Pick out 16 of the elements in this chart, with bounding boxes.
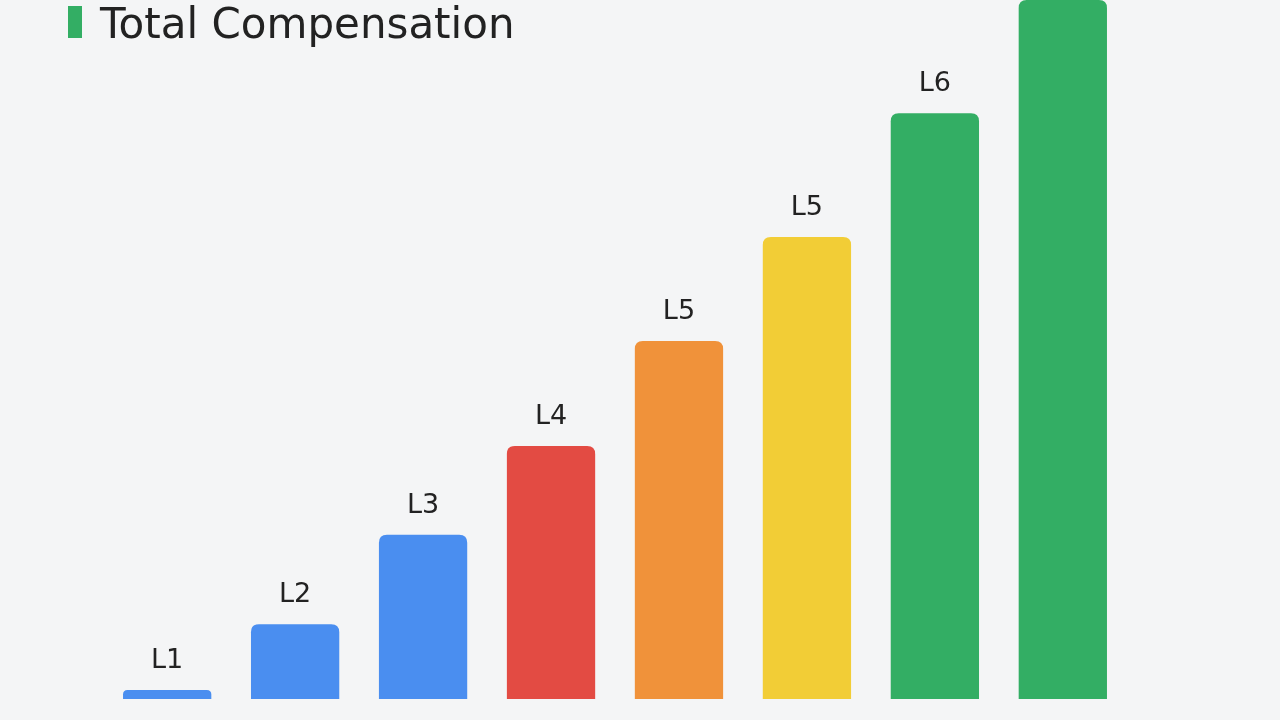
x-tick-label: L1	[151, 642, 184, 674]
bar	[506, 445, 596, 699]
bar	[762, 236, 852, 699]
x-tick-label: L4	[534, 398, 568, 430]
bar	[634, 341, 724, 699]
bar	[250, 624, 340, 699]
bar	[1018, 0, 1107, 699]
bar	[890, 113, 980, 699]
chart-title: Total Compensation	[99, 0, 515, 48]
bar	[378, 534, 468, 699]
x-tick-label: L5	[662, 294, 696, 326]
x-tick-label: L6	[918, 66, 951, 98]
x-tick-label: L5	[790, 189, 824, 221]
bar	[123, 689, 212, 699]
x-tick-label: L2	[279, 577, 312, 609]
x-tick-label: L3	[406, 487, 440, 519]
